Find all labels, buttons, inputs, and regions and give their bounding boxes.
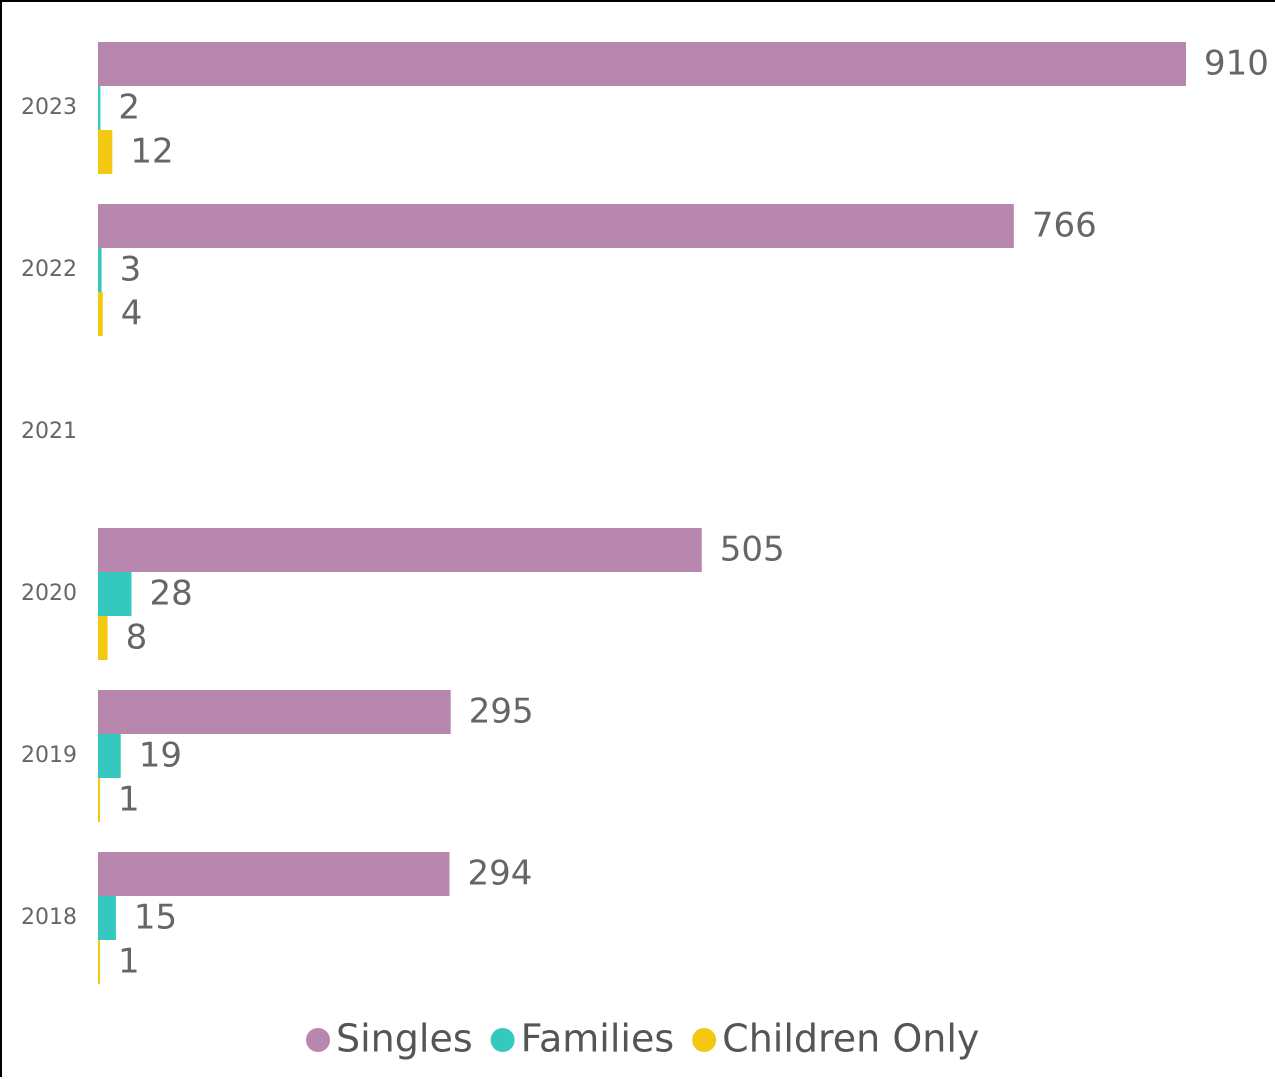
data-label-families-2023: 2 — [118, 88, 140, 128]
data-label-singles-2019: 295 — [469, 692, 534, 732]
data-label-families-2022: 3 — [120, 250, 142, 290]
data-label-children-only-2020: 8 — [126, 618, 148, 658]
bar-families-2023[interactable] — [98, 86, 101, 130]
bar-children-only-2022[interactable] — [98, 292, 103, 336]
labels-layer: 2023 910 212 2022 766 34 2021 2020 505 288 2019 295… — [21, 44, 1269, 982]
data-label-singles-2018: 294 — [468, 854, 533, 894]
category-label-2022: 2022 — [21, 257, 77, 282]
legend-label-families[interactable]: Families — [521, 1017, 675, 1061]
bar-singles-2019[interactable] — [98, 690, 451, 734]
bar-families-2019[interactable] — [98, 734, 121, 778]
data-label-children-only-2023: 12 — [130, 132, 173, 172]
bar-singles-2022[interactable] — [98, 204, 1014, 248]
category-label-2021: 2021 — [21, 419, 77, 444]
data-label-children-only-2022: 4 — [121, 294, 143, 334]
bar-children-only-2019[interactable] — [98, 778, 100, 822]
bar-singles-2023[interactable] — [98, 42, 1186, 86]
data-label-singles-2022: 766 — [1032, 206, 1097, 246]
bar-singles-2018[interactable] — [98, 852, 450, 896]
legend-marker-singles[interactable] — [306, 1028, 330, 1052]
legend[interactable]: Singles Families Children Only — [306, 1017, 979, 1061]
legend-label-singles[interactable]: Singles — [336, 1017, 473, 1061]
bar-children-only-2023[interactable] — [98, 130, 113, 174]
category-label-2023: 2023 — [21, 95, 77, 120]
data-label-families-2020: 28 — [149, 574, 192, 614]
category-label-2018: 2018 — [21, 905, 77, 930]
bar-children-only-2020[interactable] — [98, 616, 108, 660]
legend-label-children-only[interactable]: Children Only — [722, 1017, 979, 1061]
data-label-singles-2023: 910 — [1204, 44, 1269, 84]
bar-families-2020[interactable] — [98, 572, 132, 616]
data-label-families-2019: 19 — [139, 736, 182, 776]
data-label-families-2018: 15 — [134, 898, 177, 938]
bar-families-2022[interactable] — [98, 248, 102, 292]
legend-marker-families[interactable] — [490, 1028, 515, 1052]
bars-layer — [98, 42, 1186, 984]
data-label-singles-2020: 505 — [720, 530, 785, 570]
legend-marker-children-only[interactable] — [692, 1028, 717, 1052]
bar-singles-2020[interactable] — [98, 528, 702, 572]
bar-families-2018[interactable] — [98, 896, 116, 940]
bar-children-only-2018[interactable] — [98, 940, 100, 984]
data-label-children-only-2018: 1 — [118, 942, 140, 982]
category-label-2020: 2020 — [21, 581, 77, 606]
data-label-children-only-2019: 1 — [118, 780, 140, 820]
category-label-2019: 2019 — [21, 743, 77, 768]
